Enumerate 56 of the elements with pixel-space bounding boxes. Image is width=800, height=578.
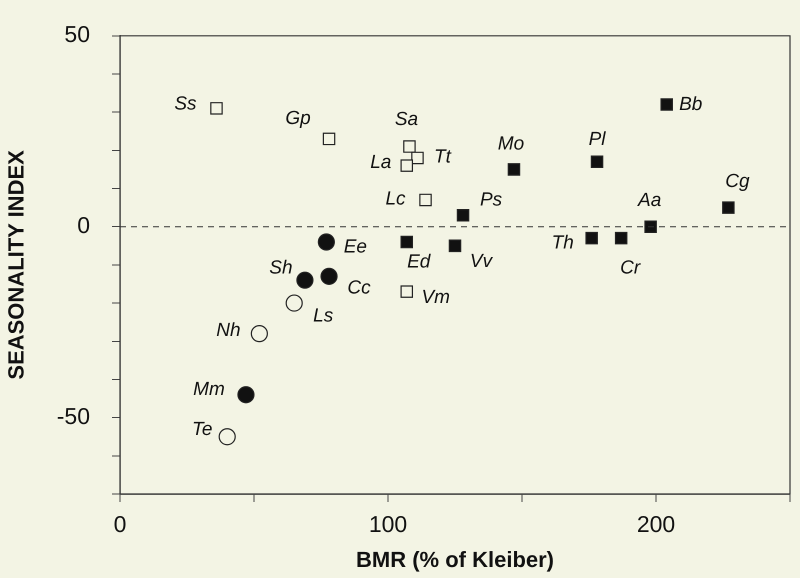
point	[250, 325, 268, 342]
point	[448, 240, 462, 252]
annotation: Mo	[498, 134, 524, 155]
annotation: Vm	[422, 286, 450, 308]
annotation: Aa	[637, 190, 662, 211]
point	[296, 272, 314, 289]
annotation: Mm	[193, 379, 225, 400]
annotation: Te	[192, 419, 212, 440]
annotation: Th	[552, 232, 574, 254]
y-axis-title: SEASONALITY INDEX	[3, 150, 28, 380]
point	[585, 232, 598, 244]
annotation: Ss	[174, 94, 198, 115]
y-tick-label: 50	[64, 21, 90, 48]
annotation: Ee	[344, 236, 367, 258]
x-tick-label: 200	[636, 511, 676, 538]
annotation: Ed	[407, 251, 432, 272]
point	[419, 194, 432, 206]
x-axis-title: BMR (% of Kleiber)	[356, 546, 554, 572]
annotation: Ls	[313, 305, 334, 326]
point	[508, 163, 520, 176]
point	[614, 232, 628, 244]
point	[210, 102, 223, 115]
point	[590, 156, 604, 168]
annotation: Nh	[216, 320, 241, 341]
point	[660, 98, 673, 111]
point	[644, 220, 657, 233]
annotation: Sa	[394, 108, 418, 130]
x-tick-label: 0	[114, 511, 126, 538]
point	[722, 201, 735, 214]
point	[318, 233, 335, 251]
y-tick-label: 0	[77, 212, 90, 238]
point	[286, 294, 303, 312]
point	[403, 140, 416, 153]
annotation: Lc	[385, 188, 406, 210]
annotation: Ps	[480, 190, 503, 211]
annotation: Vv	[470, 251, 494, 272]
point	[320, 268, 338, 285]
annotation: Sh	[269, 257, 293, 278]
annotation: Bb	[679, 94, 702, 115]
y-tick-label: -50	[56, 402, 90, 429]
point	[400, 236, 414, 248]
point	[237, 386, 255, 404]
point	[400, 159, 414, 172]
annotation: Cc	[347, 278, 372, 299]
point	[456, 209, 470, 222]
annotation: La	[370, 152, 392, 173]
annotation: Cr	[620, 257, 641, 278]
point	[218, 428, 236, 446]
annotation: Gp	[285, 108, 311, 130]
point	[400, 285, 414, 298]
x-tick-label: 100	[368, 511, 408, 538]
annotation: Pl	[588, 129, 606, 150]
point	[322, 132, 336, 146]
annotation: Tt	[434, 146, 452, 168]
point	[411, 152, 424, 164]
annotation: Cg	[725, 170, 750, 192]
